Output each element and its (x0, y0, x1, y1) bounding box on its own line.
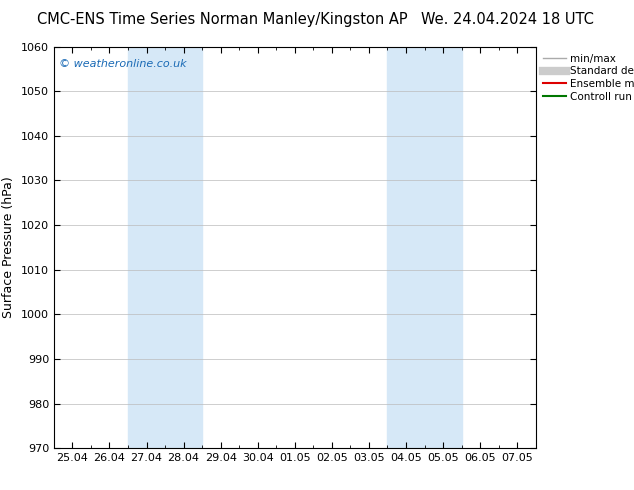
Legend: min/max, Standard deviation, Ensemble mean run, Controll run: min/max, Standard deviation, Ensemble me… (541, 52, 634, 104)
Text: We. 24.04.2024 18 UTC: We. 24.04.2024 18 UTC (421, 12, 593, 27)
Bar (128, 47, 202, 448)
Bar (387, 47, 462, 448)
Y-axis label: Surface Pressure (hPa): Surface Pressure (hPa) (3, 176, 15, 318)
Text: © weatheronline.co.uk: © weatheronline.co.uk (59, 59, 186, 69)
Text: CMC-ENS Time Series Norman Manley/Kingston AP: CMC-ENS Time Series Norman Manley/Kingst… (37, 12, 407, 27)
